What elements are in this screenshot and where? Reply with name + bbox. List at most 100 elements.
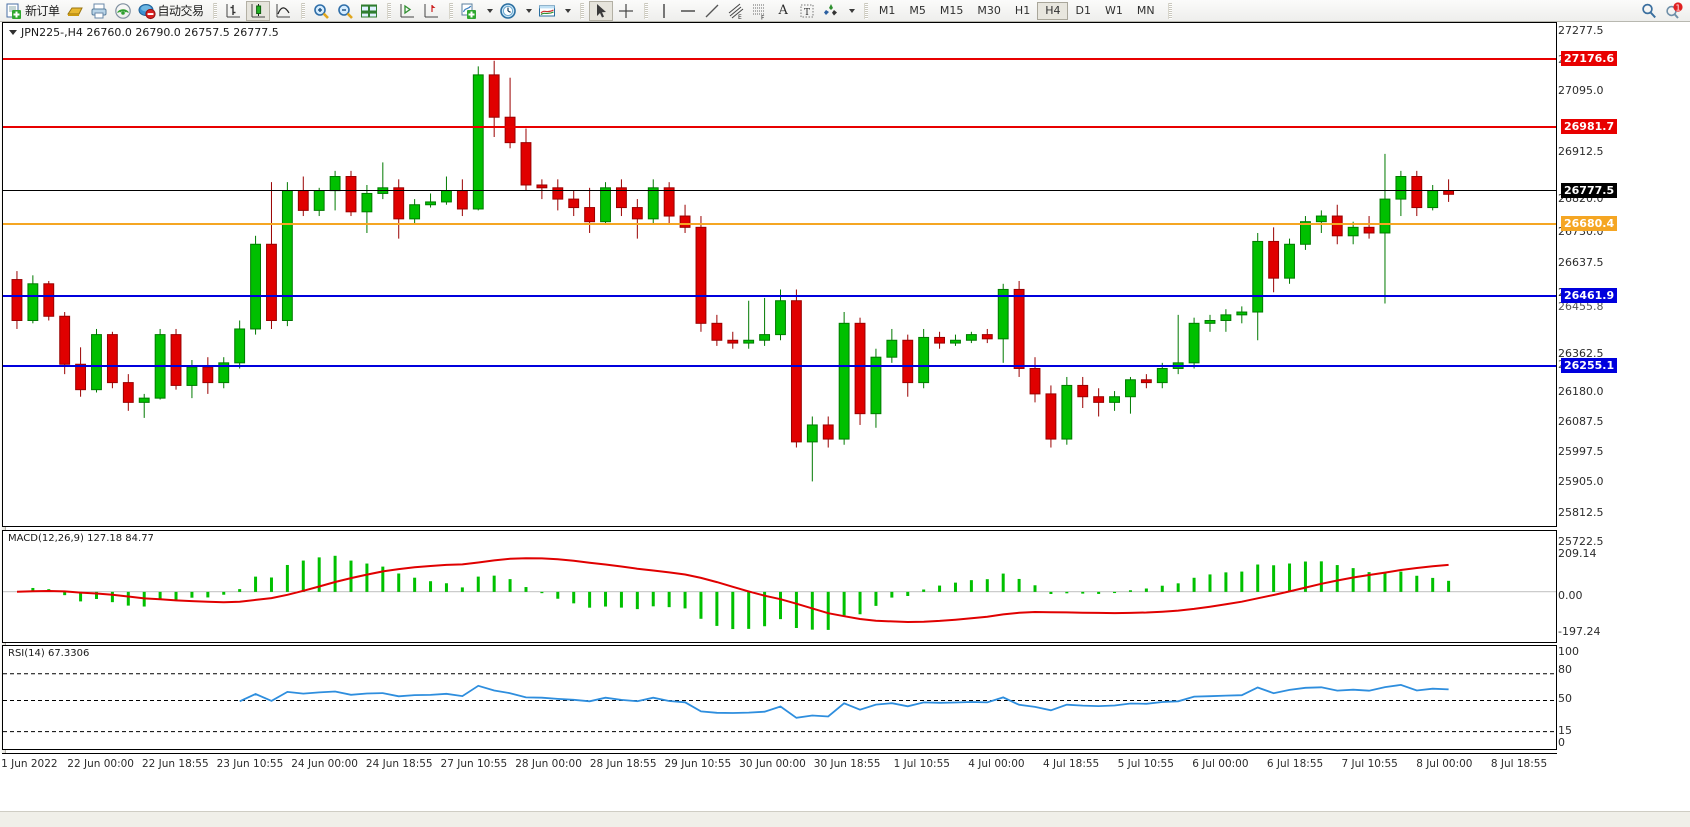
macd-tick: -197.24 xyxy=(1558,625,1601,638)
timeframe-w1[interactable]: W1 xyxy=(1104,4,1123,17)
horizontal-line-button[interactable] xyxy=(677,1,699,21)
text-label-button[interactable]: T xyxy=(796,1,818,21)
pivot-line[interactable] xyxy=(3,223,1556,225)
text-label-icon: T xyxy=(798,2,816,20)
price-tick: 25722.5 xyxy=(1558,535,1604,548)
tile-windows-icon xyxy=(360,2,378,20)
time-axis-label: 8 Jul 18:55 xyxy=(1490,758,1548,770)
indicators-dropdown[interactable] xyxy=(482,1,495,21)
candlestick-chart-button[interactable] xyxy=(245,0,270,21)
indicators-add-icon xyxy=(460,2,478,20)
price-panel[interactable]: JPN225-,H4 26760.0 26790.0 26757.5 26777… xyxy=(2,22,1557,527)
fibonacci-button[interactable]: F xyxy=(749,1,771,21)
templates-button[interactable] xyxy=(536,1,558,21)
timeframe-h4[interactable]: H4 xyxy=(1037,1,1069,20)
new-order-icon xyxy=(5,2,23,20)
svg-text:E: E xyxy=(738,14,742,20)
timeframe-h1[interactable]: H1 xyxy=(1014,4,1031,17)
resistance-badge-2[interactable]: 26981.7 xyxy=(1561,119,1618,134)
toolbar-separator-2 xyxy=(299,2,305,20)
search-button[interactable] xyxy=(1638,1,1660,21)
auto-trading-button[interactable]: 自动交易 xyxy=(136,1,206,21)
time-axis-label: 8 Jul 00:00 xyxy=(1416,758,1473,770)
new-order-button[interactable]: 新订单 xyxy=(1,1,62,21)
time-axis-label: 1 Jul 10:55 xyxy=(893,758,950,770)
print-button[interactable] xyxy=(88,1,110,21)
resistance-line-1[interactable] xyxy=(3,58,1556,60)
crosshair-button[interactable] xyxy=(615,1,637,21)
time-axis-label: 21 Jun 2022 xyxy=(0,758,58,770)
rsi-tick: 50 xyxy=(1558,692,1572,705)
zoom-out-button[interactable] xyxy=(334,1,356,21)
time-axis-label: 5 Jul 10:55 xyxy=(1117,758,1174,770)
chart-area[interactable]: JPN225-,H4 26760.0 26790.0 26757.5 26777… xyxy=(0,22,1690,827)
gold-bar-button[interactable] xyxy=(64,1,86,21)
auto-scroll-button[interactable] xyxy=(396,1,418,21)
indicators-button[interactable] xyxy=(458,1,480,21)
line-chart-icon xyxy=(274,2,292,20)
alert-badge-icon: 1 xyxy=(1664,1,1683,20)
search-icon xyxy=(1640,2,1658,20)
price-scale[interactable]: 27277.5 27095.0 26912.5 26820.0 26730.0 … xyxy=(1558,22,1690,753)
support-line-1[interactable] xyxy=(3,295,1556,297)
crosshair-icon xyxy=(617,2,635,20)
auto-trading-label: 自动交易 xyxy=(157,4,205,18)
support-badge-2[interactable]: 26255.1 xyxy=(1561,358,1618,373)
time-axis-label: 28 Jun 18:55 xyxy=(589,758,657,770)
support-line-2[interactable] xyxy=(3,365,1556,367)
periods-button[interactable] xyxy=(497,1,519,21)
time-axis[interactable]: 21 Jun 2022 22 Jun 00:00 22 Jun 18:55 23 Ju… xyxy=(0,753,1557,775)
toolbar-separator-5 xyxy=(578,2,584,20)
timeframe-m15[interactable]: M15 xyxy=(939,4,964,17)
price-tick: 25812.5 xyxy=(1558,506,1604,519)
timeframe-mn[interactable]: MN xyxy=(1136,4,1155,17)
time-axis-label: 30 Jun 00:00 xyxy=(739,758,806,770)
price-tick: 25905.0 xyxy=(1558,475,1604,488)
price-tick: 25997.5 xyxy=(1558,445,1604,458)
shapes-button[interactable] xyxy=(820,1,842,21)
resistance-line-2[interactable] xyxy=(3,126,1556,128)
tile-windows-button[interactable] xyxy=(358,1,380,21)
timeframe-m1[interactable]: M1 xyxy=(878,4,896,17)
macd-panel[interactable]: MACD(12,26,9) 127.18 84.77 xyxy=(2,530,1557,643)
auto-scroll-icon xyxy=(398,2,416,20)
periods-dropdown[interactable] xyxy=(521,1,534,21)
equidistant-channel-button[interactable]: E xyxy=(725,1,747,21)
chevron-down-icon xyxy=(486,8,493,13)
time-axis-label: 6 Jul 00:00 xyxy=(1192,758,1249,770)
vertical-line-button[interactable] xyxy=(653,1,675,21)
bar-chart-button[interactable] xyxy=(222,1,244,21)
time-axis-label: 29 Jun 10:55 xyxy=(664,758,732,770)
collapse-triangle-icon[interactable] xyxy=(9,29,17,35)
current-price-badge[interactable]: 26777.5 xyxy=(1561,183,1618,198)
time-axis-label: 6 Jul 18:55 xyxy=(1266,758,1324,770)
price-tick-hidden: 26455.8 xyxy=(1558,300,1604,313)
resistance-badge-1[interactable]: 27176.6 xyxy=(1561,51,1618,66)
clock-icon xyxy=(499,2,517,20)
macd-tick: 0.00 xyxy=(1558,589,1583,602)
timeframe-d1[interactable]: D1 xyxy=(1075,4,1091,17)
svg-text:T: T xyxy=(804,8,810,18)
rsi-panel[interactable]: RSI(14) 67.3306 xyxy=(2,645,1557,750)
trendline-button[interactable] xyxy=(701,1,723,21)
toolbar-separator-3 xyxy=(385,2,391,20)
svg-text:1: 1 xyxy=(1675,3,1680,12)
line-chart-button[interactable] xyxy=(272,1,294,21)
price-tick: 27277.5 xyxy=(1558,24,1604,37)
toolbar-separator-4 xyxy=(447,2,453,20)
shapes-dropdown[interactable] xyxy=(844,1,857,21)
zoom-in-button[interactable] xyxy=(310,1,332,21)
pivot-badge[interactable]: 26680.4 xyxy=(1561,216,1618,231)
zoom-in-icon xyxy=(312,2,330,20)
timeframe-m5[interactable]: M5 xyxy=(909,4,926,17)
support-badge-1[interactable]: 26461.9 xyxy=(1561,288,1618,303)
chart-shift-button[interactable] xyxy=(420,1,442,21)
alert-button[interactable]: 1 xyxy=(1662,1,1684,21)
svg-text:F: F xyxy=(761,14,765,20)
cursor-button[interactable] xyxy=(588,0,613,21)
text-button[interactable]: A xyxy=(773,1,794,21)
timeframe-m30[interactable]: M30 xyxy=(977,4,1001,17)
templates-dropdown[interactable] xyxy=(560,1,573,21)
signal-button[interactable] xyxy=(112,1,134,21)
